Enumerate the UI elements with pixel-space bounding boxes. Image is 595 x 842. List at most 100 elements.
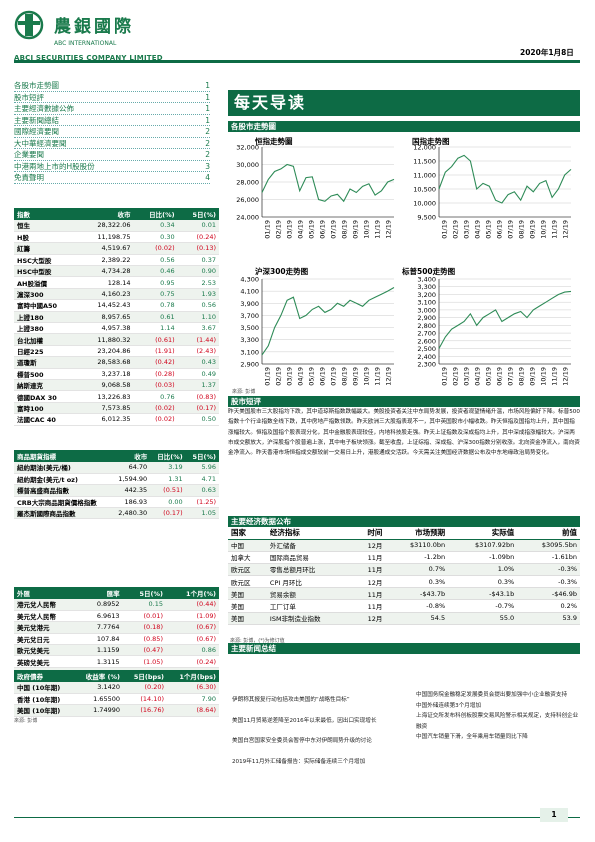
y-tick-label: 3,500 — [240, 324, 259, 332]
x-tick-label: 07/19 — [330, 220, 338, 239]
y-tick-label: 3,700 — [240, 312, 259, 320]
indicator-cell: 工厂订单 — [266, 599, 354, 613]
cell-value: 2,389.22 — [78, 254, 134, 267]
news-item[interactable]: 中国汽车销量下滑，全年乘用车销量同比下降 — [416, 734, 528, 740]
x-tick-label: 01/19 — [264, 367, 272, 386]
news-list-left: 伊朗称其报复行动包括攻击美国的“战略性目标” 美国11月贸易逆差降至2016年以来… — [228, 690, 403, 772]
toc-item[interactable]: 國際經濟要聞 2 — [14, 126, 210, 138]
toc-item[interactable]: 企業要聞 2 — [14, 149, 210, 161]
y-tick-label: 2,900 — [240, 361, 259, 369]
cell-value: 6,012.35 — [78, 413, 134, 426]
x-tick-label: 05/19 — [485, 367, 493, 386]
cell-value: 107.84 — [80, 633, 123, 646]
news-item[interactable]: 美国11月贸易逆差降至2016年以来最低，因出口实现增长 — [232, 717, 377, 724]
x-tick-label: 10/19 — [540, 367, 548, 386]
table-row: 美国 工厂订单 11月 -0.8% -0.7% 0.2% — [228, 599, 580, 613]
toc-item[interactable]: 中港兩地上市的H股股份 3 — [14, 161, 210, 172]
cell-value: 11,198.75 — [78, 231, 134, 244]
cell-value: $3107.92bn — [448, 539, 518, 552]
cell-value: 0.56 — [177, 299, 219, 312]
table-row: 香港 (10年期) 1.65500 (14.10) 7.90 — [14, 693, 219, 706]
toc-item-page: 1 — [205, 115, 210, 125]
row-label: 英磅兌美元 — [14, 655, 81, 668]
table-row: 欧元区 零售总额月环比 11月 0.7% 1.0% -0.3% — [228, 563, 580, 577]
toc-item[interactable]: 股市短評 1 — [14, 92, 210, 103]
row-label: 紐約期油(美元/桶) — [14, 462, 111, 474]
toc-item[interactable]: 大中華經濟要聞 2 — [14, 138, 210, 149]
row-label: 美元兌人民幣 — [14, 610, 81, 623]
cell-value: -0.3% — [517, 563, 580, 577]
x-tick-label: 02/19 — [452, 220, 460, 239]
cell-value: (1.91) — [133, 345, 178, 358]
toc-item[interactable]: 主要新聞總結 1 — [14, 115, 210, 126]
cell-value: (0.67) — [165, 621, 219, 634]
x-tick-label: 07/19 — [507, 367, 515, 386]
cell-value: (1.05) — [122, 655, 166, 668]
x-tick-label: 03/19 — [463, 220, 471, 239]
x-tick-label: 09/19 — [529, 367, 537, 386]
toc-item-label: 中港兩地上市的H股股份 — [14, 161, 95, 171]
cell-value: 55.0 — [448, 612, 518, 625]
cell-value: (1.44) — [177, 333, 219, 346]
table-row: HSC中型股 4,734.28 0.46 0.90 — [14, 265, 219, 278]
table-row: HSC大型股 2,389.22 0.56 0.37 — [14, 254, 219, 267]
toc-item-label: 股市短評 — [14, 92, 44, 102]
toc-item[interactable]: 各股市走勢圖 1 — [14, 80, 210, 92]
cell-value: 4,957.38 — [78, 322, 134, 335]
news-item[interactable]: 中国外储连续第3个月增加 — [416, 702, 482, 709]
cell-value: (16.76) — [123, 704, 168, 717]
cell-value: 0.63 — [185, 484, 219, 497]
y-tick-label: 2,800 — [417, 322, 436, 330]
column-header: 5日(bps) — [123, 670, 168, 682]
cell-value: (0.24) — [165, 655, 219, 668]
news-list-right: 中国国务院金融稳定发展委员会提出要加强中小企业融资支持 中国外储连续第3个月增加上… — [412, 690, 580, 743]
cell-value: 7.7764 — [80, 621, 123, 634]
news-item[interactable]: 中国国务院金融稳定发展委员会提出要加强中小企业融资支持 — [416, 692, 568, 698]
y-tick-label: 2,700 — [417, 330, 436, 338]
header-divider — [14, 60, 580, 63]
column-header: 收市 — [110, 450, 151, 462]
cell-value: 4,160.23 — [78, 288, 134, 301]
column-header: 5日(%) — [185, 450, 219, 462]
toc-item[interactable]: 免責聲明 4 — [14, 172, 210, 184]
x-tick-label: 07/19 — [330, 367, 338, 386]
cell-value: 11,880.32 — [78, 333, 134, 346]
cell-value: 3.19 — [150, 462, 186, 474]
row-label: HSC中型股 — [14, 265, 79, 278]
chart-title-sp500: 标普500走势图 — [402, 267, 456, 276]
cell-value: 4,519.67 — [78, 242, 134, 255]
row-label: H股 — [14, 231, 79, 244]
country-cell: 美国 — [228, 587, 267, 601]
table-row: 美国 (10年期) 1.74990 (16.76) (8.64) — [14, 704, 219, 717]
news-item[interactable]: 2019年11月外汇储备报告：实际储备连续三个月增加 — [232, 758, 366, 765]
news-item[interactable]: 上海证交所发布科创板股票交易风险警示相关规定，支持科创企业融资 — [416, 713, 579, 730]
cell-value: 1.10 — [177, 311, 219, 324]
cell-value: -0.3% — [517, 575, 580, 589]
news-item[interactable]: 美国白宫国家安全委员会暂停中东对伊朗局势升级的讨论 — [232, 738, 372, 744]
country-cell: 美国 — [228, 612, 267, 625]
table-row: 標普高盛商品指數 442.35 (0.51) 0.63 — [14, 484, 219, 497]
table-row: CRB大宗商品期貨價格指數 186.93 0.00 (1.25) — [14, 496, 219, 509]
toc-item-page: 2 — [205, 127, 210, 136]
row-label: 美元兌日元 — [14, 633, 81, 646]
toc-item-page: 1 — [205, 81, 210, 90]
row-label: HSC大型股 — [14, 254, 79, 267]
charts-source: 來源: 彭博 — [232, 389, 256, 395]
column-header: 市场预期 — [385, 527, 449, 540]
cell-value: 1.37 — [177, 379, 219, 392]
y-tick-label: 3,300 — [240, 336, 259, 344]
toc-item[interactable]: 主要經濟數據公佈 1 — [14, 103, 210, 115]
y-tick-label: 3,900 — [240, 300, 259, 308]
table-row: 中国 外汇储备 12月 $3110.0bn $3107.92bn $3095.5bn — [228, 539, 580, 552]
cell-value: 64.70 — [110, 462, 151, 474]
cell-value: 0.78 — [133, 299, 178, 312]
column-header: 指數 — [14, 208, 79, 220]
table-row: 富時中國A50 14,452.43 0.78 0.56 — [14, 299, 219, 312]
cell-value: -1.09bn — [448, 551, 518, 564]
econ-section-title: 主要经济数据公布 — [228, 516, 580, 527]
country-cell: 加拿大 — [228, 551, 267, 564]
cell-value: 11月 — [353, 563, 386, 577]
cell-value: 12月 — [353, 539, 386, 552]
cell-value: (0.61) — [133, 333, 178, 346]
news-item[interactable]: 伊朗称其报复行动包括攻击美国的“战略性目标” — [232, 697, 350, 703]
